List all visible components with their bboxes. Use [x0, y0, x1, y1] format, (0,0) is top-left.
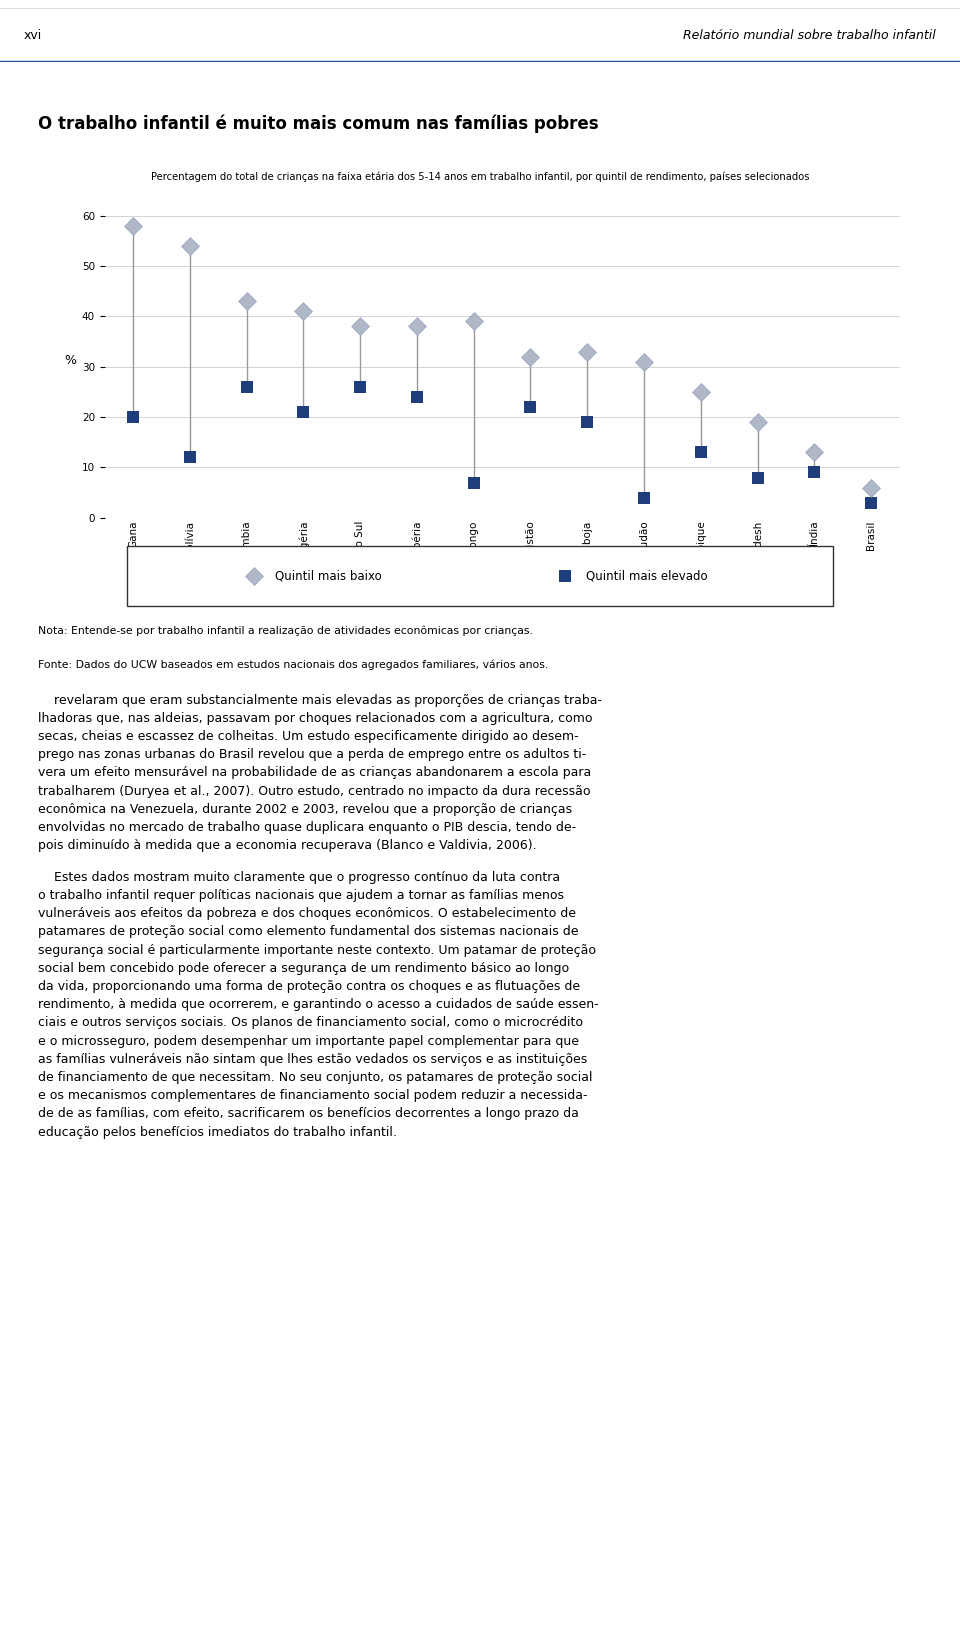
Text: Quintil mais elevado: Quintil mais elevado	[586, 570, 708, 583]
Text: Quintil mais baixo: Quintil mais baixo	[276, 570, 382, 583]
Text: xvi: xvi	[24, 29, 42, 41]
Y-axis label: %: %	[64, 354, 77, 367]
Text: revelaram que eram substancialmente mais elevadas as proporções de crianças trab: revelaram que eram substancialmente mais…	[38, 694, 603, 852]
Text: Estes dados mostram muito claramente que o progresso contínuo da luta contra
o t: Estes dados mostram muito claramente que…	[38, 871, 599, 1139]
Text: Relatório mundial sobre trabalho infantil: Relatório mundial sobre trabalho infanti…	[684, 29, 936, 41]
Text: Percentagem do total de crianças na faixa etária dos 5-14 anos em trabalho infan: Percentagem do total de crianças na faix…	[151, 171, 809, 181]
Text: Nota: Entende-se por trabalho infantil a realização de atividades econômicas por: Nota: Entende-se por trabalho infantil a…	[38, 625, 533, 635]
Text: O trabalho infantil é muito mais comum nas famílias pobres: O trabalho infantil é muito mais comum n…	[38, 114, 599, 132]
Text: Fonte: Dados do UCW baseados em estudos nacionais dos agregados familiares, vári: Fonte: Dados do UCW baseados em estudos …	[38, 659, 549, 669]
FancyBboxPatch shape	[127, 545, 833, 605]
